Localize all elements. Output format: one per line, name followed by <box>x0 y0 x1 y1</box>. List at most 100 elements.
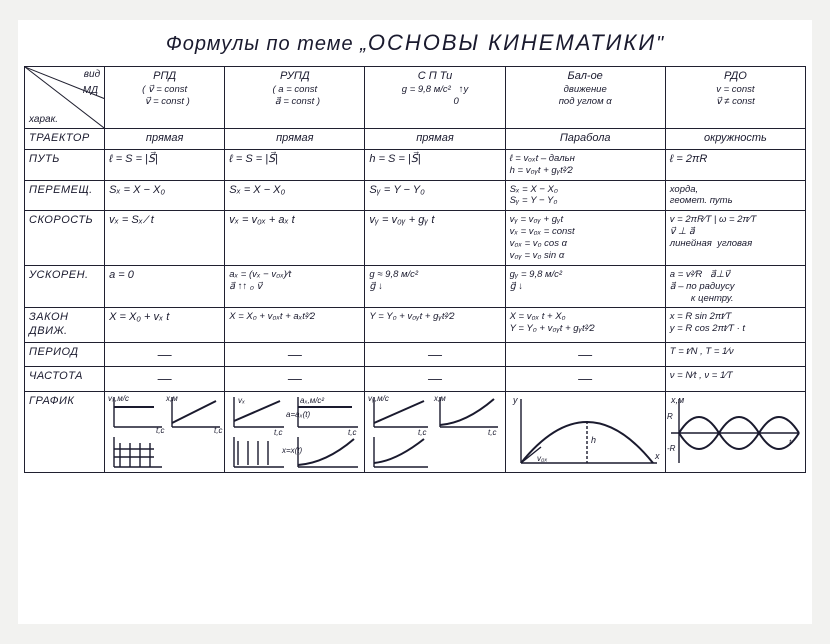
row-period: Период — — — — T = t⁄N , T = 1⁄ν <box>25 342 806 367</box>
row-trajectory: траектор прямая прямая прямая Парабола о… <box>25 129 806 150</box>
svg-text:v₀ₓ: v₀ₓ <box>537 454 547 463</box>
graph-circular: x,м t R -R <box>665 391 805 472</box>
corner-mid: МД <box>83 85 98 98</box>
corner-bot: харак. <box>29 114 58 127</box>
freq-c5: ν = N⁄t , ν = 1⁄T <box>665 367 805 392</box>
col-spt: С П Ти g = 9,8 м/с² ↑y 0 <box>365 67 505 129</box>
svg-text:x,м: x,м <box>433 394 446 403</box>
col-rpd: РПД ( v⃗ = const v⃗ = const ) <box>105 67 225 129</box>
graph-rpd-svg: vₓ,м/с t,с x,м t,с <box>106 393 224 471</box>
freq-c1: — <box>105 367 225 392</box>
disp-c4: Sₓ = X − X₀ Sᵧ = Y − Y₀ <box>505 180 665 211</box>
svg-text:t,c: t,c <box>274 428 282 437</box>
graph-spt: vᵧ,м/с t,c x,м t,c <box>365 391 505 472</box>
disp-c3: Sᵧ = Y − Y₀ <box>365 180 505 211</box>
graph-rupd-svg: vₓt,c a=aₓ(t) aₓ,м/с²t,c x=x(t) <box>226 393 364 471</box>
col-bal-sub: движение под углом α <box>510 84 661 108</box>
law-c3: Y = Y₀ + v₀ᵧt + gᵧt²⁄2 <box>365 308 505 343</box>
svg-text:x: x <box>654 451 660 461</box>
svg-text:x,м: x,м <box>670 395 684 405</box>
law-c4: X = v₀ₓ t + X₀ Y = Y₀ + v₀ᵧt + gᵧt²⁄2 <box>505 308 665 343</box>
vel-c4: vᵧ = v₀ᵧ + gᵧt vₓ = v₀ₓ = const v₀ₓ = v₀… <box>505 211 665 266</box>
path-c5: ℓ = 2πR <box>665 149 805 180</box>
graph-rupd: vₓt,c a=aₓ(t) aₓ,м/с²t,c x=x(t) <box>225 391 365 472</box>
traj-c4: Парабола <box>505 129 665 150</box>
period-c3: — <box>365 342 505 367</box>
acc-c2: aₓ = (vₓ − v₀ₓ)⁄t a⃗ ↑↑ ₀ v⃗ <box>225 265 365 308</box>
col-rdo-sub: v = const v⃗ ≠ const <box>670 84 801 108</box>
svg-text:vₓ: vₓ <box>238 396 245 405</box>
path-c4: ℓ = vₒₓt – дальн h = v₀ᵧt + gᵧt²⁄2 <box>505 149 665 180</box>
svg-text:R: R <box>667 412 673 421</box>
graph-ballistic-svg: v₀ₓ h y x <box>507 393 665 471</box>
disp-c5: хорда, геомет. путь <box>665 180 805 211</box>
col-spt-sub: g = 9,8 м/с² ↑y 0 <box>369 84 500 108</box>
col-rpd-name: РПД <box>109 70 220 84</box>
title-suffix: " <box>656 33 664 55</box>
col-rpd-sub: ( v⃗ = const v⃗ = const ) <box>109 84 220 108</box>
col-rupd: РУПД ( a = const a⃗ = const ) <box>225 67 365 129</box>
svg-text:aₓ,м/с²: aₓ,м/с² <box>300 396 324 405</box>
freq-c3: — <box>365 367 505 392</box>
svg-text:t,c: t,c <box>488 428 496 437</box>
vel-c5: v = 2πR⁄T | ω = 2π⁄T v⃗ ⊥ a⃗ линейная уг… <box>665 211 805 266</box>
freq-c4: — <box>505 367 665 392</box>
col-bal: Бал-ое движение под углом α <box>505 67 665 129</box>
rowhead-freq: Частота <box>25 367 105 392</box>
period-c5: T = t⁄N , T = 1⁄ν <box>665 342 805 367</box>
kinematics-table: вид МД харак. РПД ( v⃗ = const v⃗ = cons… <box>24 66 806 473</box>
vel-c2: vₓ = v₀ₓ + aₓ t <box>225 211 365 266</box>
rowhead-trajectory: траектор <box>25 129 105 150</box>
disp-c2: Sₓ = X − X₀ <box>225 180 365 211</box>
rowhead-acc: Ускорен. <box>25 265 105 308</box>
law-c5: x = R sin 2πt⁄T y = R cos 2πt⁄T · t <box>665 308 805 343</box>
corner-top: вид <box>84 69 100 82</box>
col-rupd-sub: ( a = const a⃗ = const ) <box>229 84 360 108</box>
law-c1: X = X₀ + vₓ t <box>105 308 225 343</box>
svg-text:t,с: t,с <box>214 426 222 435</box>
acc-c5: a = v²⁄R a⃗⊥v⃗ a⃗ – по радиусу к центру. <box>665 265 805 308</box>
path-c3: h = S = |S⃗| <box>365 149 505 180</box>
rowhead-law: Закон движ. <box>25 308 105 343</box>
graph-ballistic: v₀ₓ h y x <box>505 391 665 472</box>
col-bal-name: Бал-ое <box>510 70 661 84</box>
svg-text:t,c: t,c <box>418 428 426 437</box>
title-prefix: Формулы по теме „ <box>166 33 368 55</box>
svg-text:x,м: x,м <box>165 394 178 403</box>
traj-c2: прямая <box>225 129 365 150</box>
rowhead-path: путь <box>25 149 105 180</box>
traj-c3: прямая <box>365 129 505 150</box>
sheet: Формулы по теме „Основы кинематики" вид … <box>18 20 812 624</box>
graph-spt-svg: vᵧ,м/с t,c x,м t,c <box>366 393 504 471</box>
traj-c5: окружность <box>665 129 805 150</box>
freq-c2: — <box>225 367 365 392</box>
page-title: Формулы по теме „Основы кинематики" <box>24 30 806 56</box>
acc-c3: g ≈ 9,8 м/с² g⃗ ↓ <box>365 265 505 308</box>
title-emph: Основы кинематики <box>368 30 656 55</box>
path-c1: ℓ = S = |S⃗| <box>105 149 225 180</box>
row-velocity: скорость vₓ = Sₓ ⁄ t vₓ = v₀ₓ + aₓ t vᵧ … <box>25 211 806 266</box>
svg-text:vₓ,м/с: vₓ,м/с <box>108 394 129 403</box>
acc-c1: a = 0 <box>105 265 225 308</box>
period-c4: — <box>505 342 665 367</box>
law-c2: X = X₀ + v₀ₓt + aₓt²⁄2 <box>225 308 365 343</box>
col-rdo-name: РДО <box>670 70 801 84</box>
vel-c3: vᵧ = v₀ᵧ + gᵧ t <box>365 211 505 266</box>
graph-circular-svg: x,м t R -R <box>667 393 805 471</box>
svg-text:h: h <box>591 435 596 445</box>
svg-text:vᵧ,м/с: vᵧ,м/с <box>368 394 389 403</box>
graph-rpd: vₓ,м/с t,с x,м t,с <box>105 391 225 472</box>
row-frequency: Частота — — — — ν = N⁄t , ν = 1⁄T <box>25 367 806 392</box>
svg-text:x=x(t): x=x(t) <box>281 446 303 455</box>
col-spt-name: С П Ти <box>369 70 500 84</box>
rowhead-disp: перемещ. <box>25 180 105 211</box>
traj-c1: прямая <box>105 129 225 150</box>
svg-text:t,c: t,c <box>348 428 356 437</box>
rowhead-period: Период <box>25 342 105 367</box>
col-rdo: РДО v = const v⃗ ≠ const <box>665 67 805 129</box>
vel-c1: vₓ = Sₓ ⁄ t <box>105 211 225 266</box>
svg-text:t,с: t,с <box>156 426 164 435</box>
row-acceleration: Ускорен. a = 0 aₓ = (vₓ − v₀ₓ)⁄t a⃗ ↑↑ ₀… <box>25 265 806 308</box>
row-graph: График vₓ,м/сt,с x,мt,с <box>25 391 806 472</box>
header-row: вид МД харак. РПД ( v⃗ = const v⃗ = cons… <box>25 67 806 129</box>
